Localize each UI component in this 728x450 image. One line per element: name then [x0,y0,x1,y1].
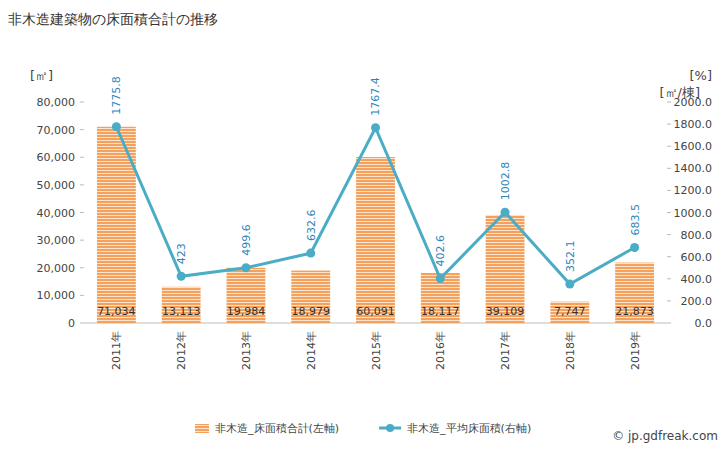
y2-tick [667,300,671,301]
line-marker [501,208,510,217]
y2-tick [667,212,671,213]
line-label: 1767.4 [370,77,383,116]
x-tick-label: 2015年 [370,331,383,370]
bar-label: 18,117 [421,305,460,318]
line-label: 1775.8 [110,76,123,115]
line-marker [241,263,250,272]
line-label: 1002.8 [499,162,512,201]
plot-area [97,122,654,323]
y2-tick [667,102,671,103]
line-label: 499.6 [240,224,253,256]
line-marker [565,280,574,289]
bar [291,271,330,323]
bar [356,157,395,323]
y2-tick-label: 1400.0 [674,162,713,175]
title: 非木造建築物の床面積合計の推移 [8,11,218,27]
y-tick [80,184,84,185]
y2-tick-label: 2000.0 [674,96,713,109]
bar-label: 71,034 [97,305,136,318]
line-label: 402.6 [434,235,447,267]
bar-label: 18,979 [291,305,330,318]
x-tick-label: 2014年 [305,331,318,370]
x-tick-label: 2011年 [110,331,123,370]
y2-tick-label: 200.0 [681,295,713,308]
y2-tick-label: 1000.0 [674,207,713,220]
line [116,127,634,284]
legend-item: 非木造_床面積合計(左軸) [195,422,339,435]
y-tick-label: 50,000 [37,179,76,192]
y-tick [80,212,84,213]
y2-tick-label: 1200.0 [674,184,713,197]
x-tick-label: 2012年 [175,331,188,370]
line-marker [306,249,315,258]
legend-label: 非木造_床面積合計(左軸) [215,422,339,435]
y-tick-label: 60,000 [37,151,76,164]
bar [227,268,266,323]
y2-tick [667,323,671,324]
y-tick-label: 10,000 [37,289,76,302]
line-marker [112,122,121,131]
y2-tick-label: 0.0 [695,317,713,330]
y2-tick-label: 800.0 [681,229,713,242]
bar-label: 60,091 [356,305,395,318]
y2-tick-label: 1600.0 [674,140,713,153]
line-label: 632.6 [305,210,318,242]
bar-label: 7,747 [554,305,586,318]
y-tick [80,102,84,103]
line-marker [371,123,380,132]
y-tick-label: 70,000 [37,124,76,137]
y2-tick [667,190,671,191]
bar [162,287,201,323]
y-tick [80,267,84,268]
line-label: 683.5 [629,204,642,236]
x-tick-label: 2013年 [240,331,253,370]
line-label: 423 [175,243,188,264]
y2-tick [667,168,671,169]
legend-swatch [195,424,209,433]
y-tick [80,129,84,130]
y-tick-label: 40,000 [37,207,76,220]
legend-item: 非木造_平均床面積(右軸) [379,422,531,435]
bar [615,263,654,323]
y2-tick [667,256,671,257]
line-label: 352.1 [564,241,577,273]
bar-label: 39,109 [486,305,525,318]
y-axis-label: [㎡] [30,68,53,83]
y2-tick [667,146,671,147]
y-tick [80,295,84,296]
y-tick [80,323,84,324]
y-tick-label: 30,000 [37,234,76,247]
x-tick-label: 2016年 [434,331,447,370]
source: © jp.gdfreak.com [612,429,718,443]
bar-label: 13,113 [162,305,201,318]
y2-tick [667,234,671,235]
y-tick-label: 0 [68,317,75,330]
x-tick-label: 2017年 [499,331,512,370]
legend-marker [386,424,394,432]
y2-axis-unit: [%] [690,68,713,83]
data-labels: 71,034 13,113 19,984 18,979 60,091 18,117 39,1… [97,76,654,318]
y2-tick [667,124,671,125]
chart: 非木造建築物の床面積合計の推移[㎡][%][㎡/棟]010,00020,0003… [0,0,728,450]
y-tick-label: 80,000 [37,96,76,109]
bar-label: 19,984 [227,305,266,318]
bar [486,215,525,323]
line-marker [177,272,186,281]
y2-tick-label: 600.0 [681,251,713,264]
bar-label: 21,873 [615,305,654,318]
line-marker [630,243,639,252]
x-tick-label: 2019年 [629,331,642,370]
line-marker [436,274,445,283]
y-tick-label: 20,000 [37,262,76,275]
y-tick [80,157,84,158]
bar [421,273,460,323]
y2-tick-label: 1800.0 [674,118,713,131]
x-tick-label: 2018年 [564,331,577,370]
y-tick [80,240,84,241]
y2-tick-label: 400.0 [681,273,713,286]
y2-tick [667,278,671,279]
legend-label: 非木造_平均床面積(右軸) [407,422,531,435]
bar [550,302,589,323]
